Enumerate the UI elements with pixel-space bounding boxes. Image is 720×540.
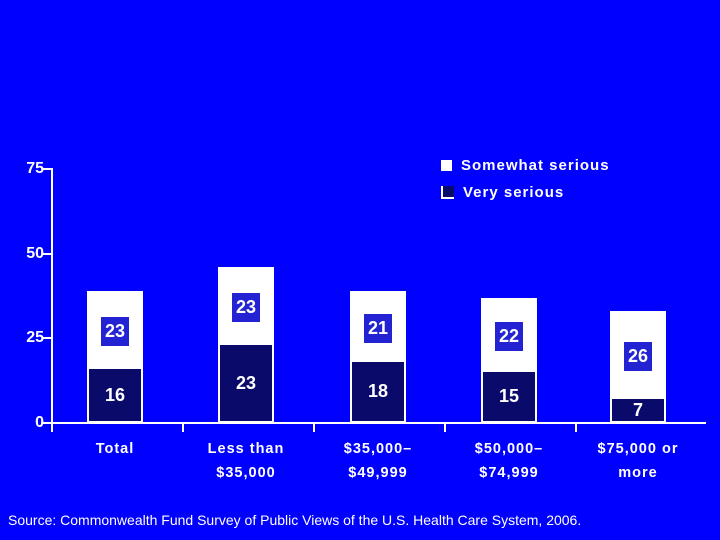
x-axis-tick: [444, 423, 446, 432]
category-label: more: [618, 465, 658, 481]
value-label-very-serious: 18: [367, 381, 389, 401]
value-label-somewhat-serious: 23: [232, 293, 260, 322]
y-axis-tick-label: 0: [35, 414, 44, 431]
y-axis-tick: [43, 253, 52, 255]
legend-item-very-serious: Very serious: [441, 182, 610, 202]
bar--50-000-: 22 15: [481, 298, 537, 423]
y-axis-line: [51, 168, 53, 432]
bar--35-000-: 21 18: [350, 291, 406, 423]
category-label: $74,999: [479, 465, 539, 481]
value-label-somewhat-serious: 23: [101, 317, 129, 346]
x-axis-tick: [575, 423, 577, 432]
category-label: Less than: [207, 441, 285, 457]
bar-segment-very-serious: [89, 369, 141, 421]
category-label: Total: [95, 441, 135, 457]
category-label: $50,000–: [474, 441, 544, 457]
y-axis-tick: [43, 337, 52, 339]
x-axis-tick: [182, 423, 184, 432]
category-label: $49,999: [348, 465, 408, 481]
category-label: $75,000 or: [597, 441, 679, 457]
category-label: $35,000: [216, 465, 276, 481]
x-axis-line: [51, 422, 706, 424]
value-label-somewhat-serious: 26: [624, 342, 652, 371]
value-label-very-serious: 16: [104, 385, 126, 405]
value-label-very-serious: 7: [632, 400, 643, 420]
bar-segment-very-serious: [483, 372, 535, 421]
bar-segment-very-serious: [220, 345, 272, 421]
value-label-very-serious: 15: [498, 386, 520, 406]
y-axis-tick: [43, 422, 52, 424]
chart-legend: Somewhat serious Very serious: [441, 155, 610, 209]
y-axis-tick: [43, 168, 52, 170]
bar-total: 23 16: [87, 291, 143, 423]
legend-item-somewhat-serious: Somewhat serious: [441, 155, 610, 175]
y-axis-tick-label: 25: [26, 329, 44, 346]
y-axis-tick-label: 50: [26, 245, 44, 262]
value-label-very-serious: 23: [235, 373, 257, 393]
x-axis-tick: [313, 423, 315, 432]
legend-swatch-white-icon: [441, 159, 452, 171]
category-label: $35,000–: [343, 441, 413, 457]
value-label-somewhat-serious: 21: [364, 314, 392, 343]
value-label-somewhat-serious: 22: [495, 322, 523, 351]
y-axis-tick-label: 75: [26, 160, 44, 177]
legend-label: Very serious: [463, 183, 565, 201]
legend-swatch-navy-icon: [441, 185, 454, 199]
bar-segment-very-serious: [612, 399, 664, 421]
bar-segment-very-serious: [352, 362, 404, 421]
bar--75-000-or: 26 7: [610, 311, 666, 423]
bar-less-than: 23 23: [218, 267, 274, 423]
source-note: Source: Commonwealth Fund Survey of Publ…: [8, 512, 582, 528]
legend-label: Somewhat serious: [461, 156, 610, 174]
